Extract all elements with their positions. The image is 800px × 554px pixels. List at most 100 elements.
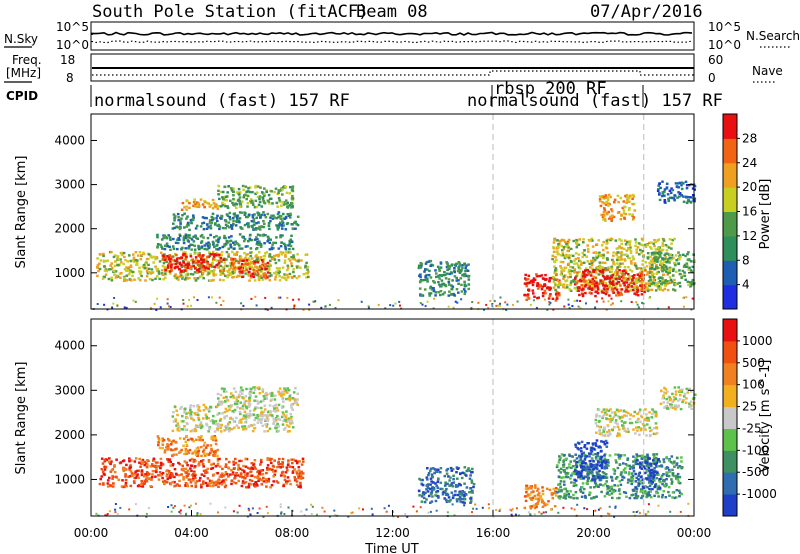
heatmap-cell: [223, 244, 226, 248]
heatmap-cell: [223, 415, 226, 418]
scatter-cell: [579, 300, 581, 302]
heatmap-cell: [438, 274, 442, 277]
heatmap-cell: [193, 474, 196, 477]
heatmap-cell: [227, 253, 230, 256]
heatmap-cell: [561, 249, 564, 252]
heatmap-cell: [582, 241, 585, 244]
heatmap-cell: [169, 255, 173, 258]
heatmap-cell: [207, 408, 210, 411]
heatmap-cell: [460, 269, 463, 272]
heatmap-cell: [588, 291, 592, 295]
heatmap-cell: [124, 484, 127, 487]
scatter-cell: [188, 298, 190, 301]
heatmap-cell: [248, 399, 251, 402]
heatmap-cell: [618, 245, 621, 248]
heatmap-cell: [659, 255, 662, 258]
cpid-panel: CPID normalsound (fast) 157 RF rbsp 200 …: [6, 79, 723, 111]
heatmap-cell: [437, 477, 440, 480]
heatmap-cell: [288, 398, 292, 401]
heatmap-cell: [156, 465, 159, 468]
heatmap-cell: [219, 270, 222, 273]
heatmap-cell: [193, 470, 196, 473]
heatmap-cell: [612, 215, 616, 219]
heatmap-cell: [258, 200, 262, 204]
heatmap-cell: [578, 267, 582, 270]
heatmap-cell: [429, 477, 433, 480]
heatmap-cell: [447, 281, 451, 284]
heatmap-cell: [292, 458, 295, 461]
heatmap-cell: [291, 397, 294, 400]
heatmap-cell: [129, 484, 133, 488]
noise-panel: N.Sky 10^5 10^0 10^5 10^0 N.Search: [4, 20, 800, 52]
heatmap-cell: [212, 420, 216, 423]
heatmap-cell: [300, 463, 304, 466]
scatter-cell: [224, 506, 227, 509]
heatmap-cell: [657, 238, 661, 241]
heatmap-cell: [678, 465, 681, 468]
heatmap-cell: [262, 258, 266, 261]
heatmap-cell: [534, 486, 537, 489]
heatmap-cell: [197, 449, 201, 452]
heatmap-cell: [536, 296, 539, 300]
heatmap-cell: [537, 487, 540, 490]
heatmap-cell: [200, 460, 203, 463]
heatmap-cell: [626, 290, 630, 293]
heatmap-cell: [250, 262, 253, 265]
heatmap-cell: [632, 276, 635, 280]
heatmap-cell: [597, 253, 601, 257]
heatmap-cell: [199, 421, 203, 424]
heatmap-cell: [620, 214, 623, 217]
heatmap-cell: [652, 278, 655, 281]
heatmap-cell: [215, 454, 218, 458]
scatter-cell: [254, 295, 257, 298]
scatter-cell: [602, 300, 605, 303]
heatmap-cell: [444, 277, 448, 280]
heatmap-cell: [573, 271, 576, 274]
heatmap-cell: [266, 466, 269, 470]
heatmap-cell: [591, 285, 594, 289]
heatmap-cell: [606, 275, 609, 278]
heatmap-cell: [267, 221, 271, 225]
heatmap-cell: [265, 471, 268, 475]
heatmap-cell: [146, 459, 149, 462]
heatmap-cell: [254, 199, 258, 202]
heatmap-cell: [128, 468, 131, 471]
heatmap-cell: [589, 479, 593, 483]
heatmap-cell: [211, 450, 214, 453]
heatmap-cell: [183, 425, 186, 428]
heatmap-cell: [221, 266, 225, 269]
heatmap-cell: [202, 469, 206, 473]
heatmap-cell: [202, 444, 206, 447]
scatter-cell: [488, 507, 491, 510]
heatmap-cell: [604, 267, 607, 270]
heatmap-cell: [661, 258, 664, 261]
heatmap-cell: [280, 393, 284, 396]
heatmap-cell: [178, 268, 182, 271]
freq-tick-low: 8: [66, 71, 74, 85]
heatmap-cell: [235, 220, 239, 223]
scatter-cell: [557, 511, 560, 514]
heatmap-cell: [570, 260, 573, 264]
heatmap-cell: [241, 392, 244, 395]
heatmap-cell: [205, 201, 209, 205]
heatmap-cell: [636, 288, 640, 291]
heatmap-cell: [304, 266, 307, 269]
heatmap-cell: [307, 275, 310, 279]
heatmap-cell: [284, 215, 288, 219]
heatmap-cell: [223, 243, 226, 246]
heatmap-cell: [598, 195, 602, 198]
heatmap-cell: [604, 269, 608, 272]
heatmap-cell: [261, 196, 265, 199]
heatmap-cell: [167, 458, 171, 461]
heatmap-cell: [464, 266, 467, 270]
heatmap-cell: [252, 413, 256, 417]
heatmap-cell: [537, 498, 541, 501]
heatmap-cell: [225, 390, 228, 393]
heatmap-cell: [600, 213, 603, 217]
heatmap-cell: [557, 243, 560, 246]
heatmap-cell: [619, 483, 623, 486]
heatmap-cell: [588, 286, 591, 289]
heatmap-cell: [559, 485, 562, 489]
heatmap-cell: [138, 270, 141, 273]
heatmap-cell: [457, 270, 461, 273]
